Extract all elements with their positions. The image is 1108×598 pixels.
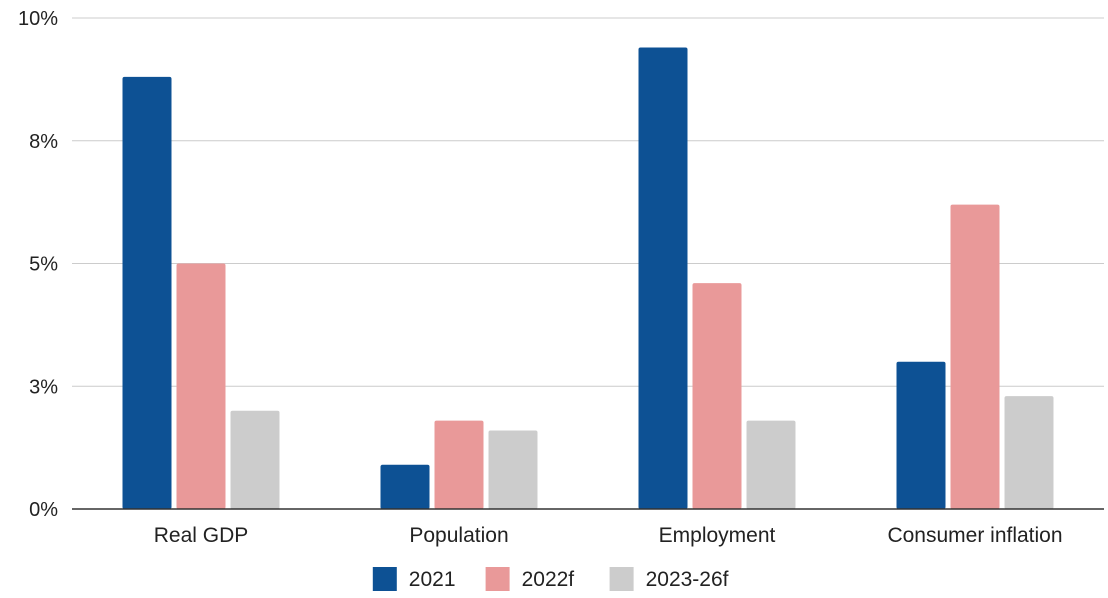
bar-2022f-real-gdp	[176, 263, 226, 509]
y-tick-label: 3%	[29, 376, 58, 398]
x-category-label: Population	[409, 524, 508, 547]
y-tick-label: 5%	[29, 254, 58, 276]
x-category-label: Consumer inflation	[887, 524, 1062, 547]
x-category-label: Real GDP	[154, 524, 249, 547]
legend-item-2022f: 2022f	[485, 567, 575, 591]
bar-2023-26f-population	[488, 430, 538, 509]
bar-2023-26f-consumer-inflation	[1004, 396, 1054, 509]
legend-label: 2022f	[522, 568, 575, 591]
x-category-label: Employment	[659, 524, 776, 547]
bar-2021-real-gdp	[122, 76, 172, 510]
bar-2021-employment	[638, 47, 688, 510]
bars	[122, 47, 1054, 510]
bar-2022f-consumer-inflation	[950, 204, 1000, 509]
legend-swatch	[609, 567, 634, 591]
legend: 2021 2022f 2023-26f	[372, 567, 729, 591]
y-tick-label: 8%	[29, 131, 58, 153]
y-tick-label: 10%	[18, 8, 58, 30]
x-axis-category-labels: Real GDP Population Employment Consumer inf…	[154, 524, 1063, 547]
y-tick-label: 0%	[29, 499, 58, 521]
bar-2021-consumer-inflation	[896, 361, 946, 509]
legend-item-2021: 2021	[372, 567, 456, 591]
legend-item-2023-26f: 2023-26f	[609, 567, 729, 591]
y-axis-tick-labels: 0% 3% 5% 8% 10%	[18, 8, 58, 521]
legend-label: 2021	[409, 568, 456, 591]
bar-2023-26f-real-gdp	[230, 410, 280, 509]
legend-label: 2023-26f	[646, 568, 729, 591]
bar-2022f-population	[434, 420, 484, 509]
bar-2022f-employment	[692, 283, 742, 509]
bar-2021-population	[380, 464, 430, 509]
gridlines	[72, 17, 1104, 387]
legend-swatch	[372, 567, 397, 591]
legend-swatch	[485, 567, 510, 591]
bar-2023-26f-employment	[746, 420, 796, 509]
